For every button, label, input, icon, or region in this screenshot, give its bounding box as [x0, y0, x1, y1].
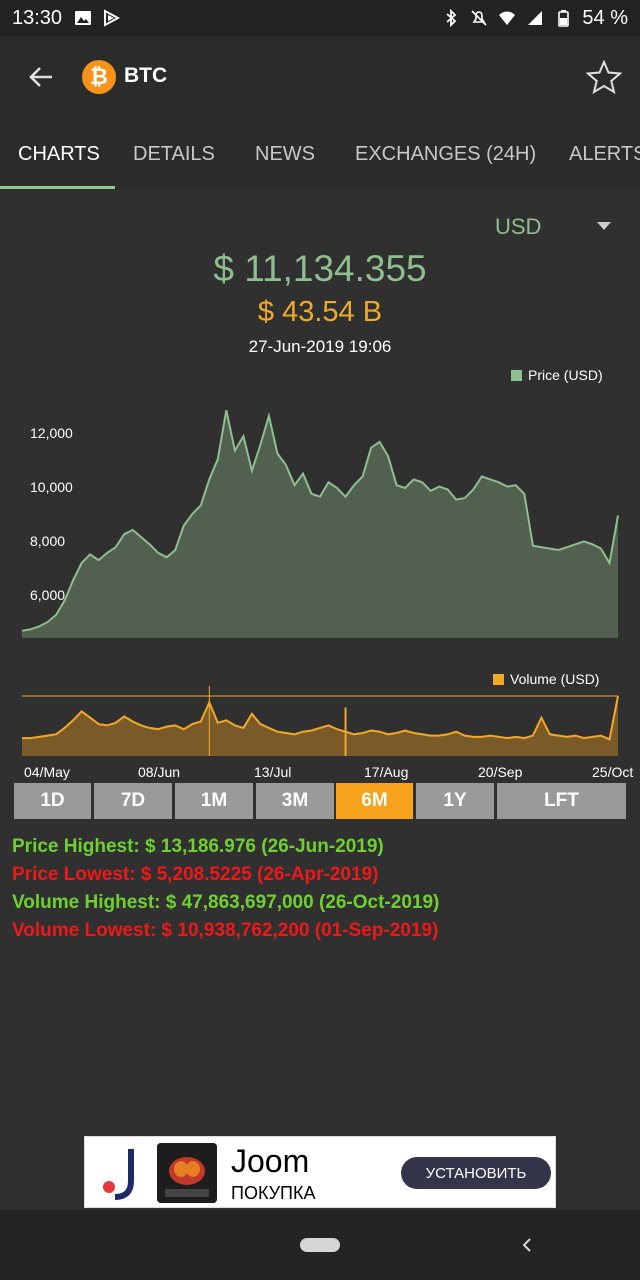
range-3m-button[interactable]: 3M [256, 783, 334, 819]
play-store-icon [104, 9, 121, 27]
currency-select[interactable]: USD [495, 214, 542, 239]
market-cap: $ 43.54 B [257, 296, 383, 328]
favorite-star-icon[interactable] [586, 60, 622, 94]
tab-exchanges[interactable]: EXCHANGES (24H) [355, 143, 537, 165]
battery-percent: 54 % [582, 6, 628, 29]
price-lowest: Price Lowest: $ 5,208.5225 (26-Apr-2019) [12, 864, 379, 885]
back-arrow-icon[interactable] [26, 62, 56, 92]
x-tick-08-jun: 08/Jun [138, 764, 181, 780]
y-tick-12000: 12,000 [30, 425, 73, 441]
x-tick-13-jul: 13/Jul [254, 764, 292, 780]
volume-chart[interactable] [0, 686, 640, 758]
app-bar: ₿ BTC [0, 36, 640, 118]
current-price: $ 11,134.355 [213, 248, 427, 289]
image-icon [75, 11, 92, 25]
ad-title: Joom [231, 1143, 310, 1179]
range-6m-button[interactable]: 6M [336, 783, 413, 819]
y-tick-6000: 6,000 [30, 587, 66, 603]
volume-area [22, 696, 618, 756]
price-highest: Price Highest: $ 13,186.976 (26-Jun-2019… [12, 836, 384, 857]
price-legend-swatch [511, 369, 522, 381]
system-nav-bar [0, 1210, 640, 1280]
price-line [21, 409, 619, 632]
tab-alerts[interactable]: ALERTS [569, 143, 640, 165]
battery-icon [558, 10, 570, 27]
status-time: 13:30 [12, 6, 63, 29]
ad-banner[interactable]: Joom ПОКУПКА УСТАНОВИТЬ [84, 1136, 556, 1208]
joom-logo-icon [103, 1149, 134, 1200]
range-lft-button[interactable]: LFT [497, 783, 626, 819]
ad-product-image [157, 1143, 217, 1203]
x-tick-17-aug: 17/Aug [364, 764, 409, 780]
wifi-icon [499, 11, 516, 25]
tab-bar: CHARTS DETAILS NEWS EXCHANGES (24H) ALER… [0, 118, 640, 190]
price-legend: Price (USD) [511, 367, 603, 383]
home-pill-icon[interactable] [300, 1238, 340, 1252]
volume-legend-swatch [493, 673, 504, 685]
volume-line [22, 695, 619, 741]
range-1m-button[interactable]: 1M [175, 783, 253, 819]
price-area [22, 410, 618, 638]
price-timestamp: 27-Jun-2019 19:06 [248, 337, 392, 356]
y-tick-8000: 8,000 [30, 533, 66, 549]
active-tab-indicator [0, 186, 115, 189]
ad-install-button[interactable]: УСТАНОВИТЬ [401, 1157, 551, 1189]
price-legend-label: Price (USD) [528, 367, 603, 383]
tab-details[interactable]: DETAILS [133, 143, 215, 165]
price-chart[interactable] [0, 390, 640, 650]
mute-icon [471, 10, 488, 26]
tab-charts[interactable]: CHARTS [18, 143, 100, 165]
signal-icon [528, 11, 543, 25]
volume-highest: Volume Highest: $ 47,863,697,000 (26-Oct… [12, 892, 440, 913]
y-tick-10000: 10,000 [30, 479, 73, 495]
x-tick-20-sep: 20/Sep [478, 764, 523, 780]
nav-back-icon[interactable] [520, 1236, 534, 1254]
ad-subtitle: ПОКУПКА [231, 1183, 316, 1203]
dropdown-caret-icon[interactable] [597, 222, 611, 230]
x-tick-25-oct: 25/Oct [592, 764, 634, 780]
range-selector: 1D 7D 1M 3M 6M 1Y LFT [14, 783, 626, 819]
x-tick-04-may: 04/May [24, 764, 70, 780]
range-7d-button[interactable]: 7D [94, 783, 172, 819]
volume-legend: Volume (USD) [493, 671, 599, 687]
tab-news[interactable]: NEWS [255, 143, 315, 165]
bitcoin-logo-icon: ₿ [82, 60, 116, 94]
range-1d-button[interactable]: 1D [14, 783, 91, 819]
coin-symbol: BTC [124, 64, 168, 87]
status-bar: 13:30 54 % [0, 0, 640, 36]
bluetooth-icon [446, 9, 457, 27]
volume-legend-label: Volume (USD) [510, 671, 600, 687]
range-1y-button[interactable]: 1Y [416, 783, 494, 819]
volume-lowest: Volume Lowest: $ 10,938,762,200 (01-Sep-… [12, 920, 439, 941]
